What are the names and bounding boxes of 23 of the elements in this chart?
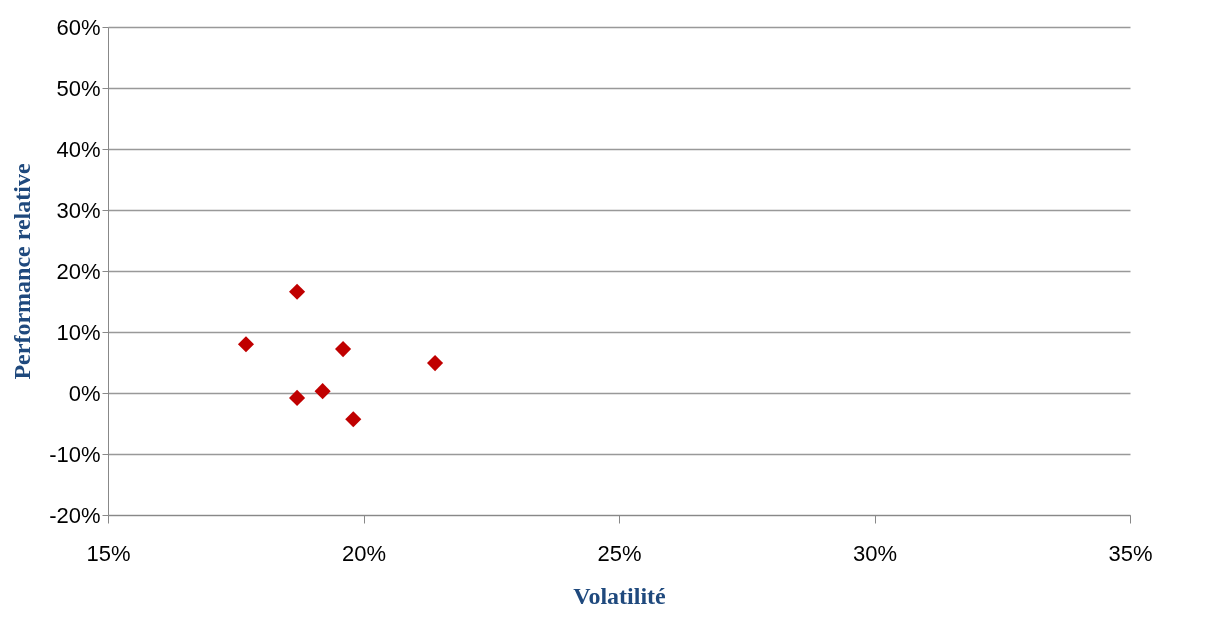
x-tick-label: 30%	[852, 540, 898, 566]
y-tick-label: 0%	[68, 380, 101, 406]
y-tick-label: 20%	[56, 258, 101, 284]
x-tick-label: 15%	[86, 540, 131, 566]
y-tick-label: 30%	[56, 197, 101, 223]
x-tick-label: 20%	[341, 540, 387, 566]
x-tick-label: 25%	[597, 540, 642, 566]
point	[289, 389, 306, 406]
point	[314, 383, 331, 400]
x-axis-title: Volatilité	[573, 582, 667, 609]
point	[335, 341, 352, 358]
y-tick-label: 60%	[56, 14, 101, 40]
point	[426, 355, 444, 372]
point	[237, 336, 255, 353]
y-tick-label: -20%	[49, 502, 101, 528]
y-tick-label: 10%	[56, 319, 101, 345]
point	[289, 283, 306, 300]
x-tick-label: 35%	[1108, 540, 1153, 566]
y-axis-title: Performance relative	[9, 163, 36, 380]
point	[345, 411, 362, 428]
y-tick-label: 40%	[56, 136, 101, 162]
y-tick-label: -10%	[49, 441, 101, 467]
y-tick-label: 50%	[56, 75, 101, 101]
